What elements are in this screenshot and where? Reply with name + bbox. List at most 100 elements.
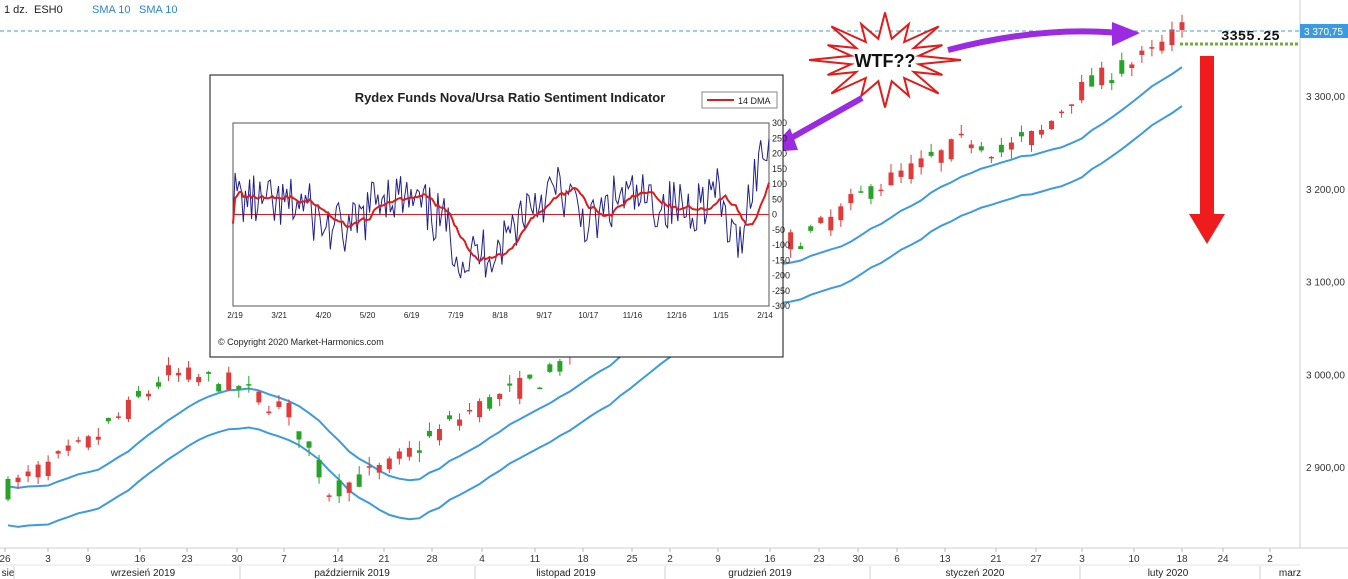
- candle-body: [888, 172, 894, 186]
- inset-xtick-label: 10/17: [578, 311, 599, 320]
- candle-body: [1139, 50, 1145, 55]
- candle-body: [808, 226, 814, 231]
- day-tick-label: 18: [1176, 554, 1188, 565]
- candle-body: [938, 150, 944, 163]
- day-tick-label: 21: [378, 554, 390, 565]
- candle-body: [95, 436, 101, 440]
- candle-body: [216, 384, 222, 392]
- candle-body: [416, 450, 422, 453]
- candle-body: [1169, 29, 1175, 46]
- sma-legend-2[interactable]: SMA 10: [139, 4, 178, 16]
- candle-body: [928, 151, 934, 156]
- candle-body: [1059, 111, 1065, 114]
- inset-xtick-label: 6/19: [404, 311, 420, 320]
- candle-body: [858, 191, 864, 193]
- candle-body: [286, 402, 292, 418]
- candle-body: [75, 440, 81, 442]
- inset-ytick-label: -200: [772, 271, 790, 281]
- candle-body: [497, 393, 503, 400]
- sma-line-lower: [7, 105, 1183, 528]
- day-tick-label: 16: [134, 554, 146, 565]
- symbol-label[interactable]: ESH0: [34, 4, 63, 16]
- candle-body: [557, 361, 563, 372]
- day-tick-label: 7: [281, 554, 287, 565]
- inset-xtick-label: 7/19: [448, 311, 464, 320]
- candle-body: [135, 390, 141, 397]
- candle-body: [1159, 41, 1165, 51]
- day-tick-label: 24: [1217, 554, 1229, 565]
- inset-xtick-label: 3/21: [271, 311, 287, 320]
- candle-body: [868, 186, 874, 199]
- day-tick-label: 25: [626, 554, 638, 565]
- candle-body: [838, 206, 844, 221]
- inset-ytick-label: 100: [772, 179, 787, 189]
- red-arrow-shaft: [1200, 56, 1214, 216]
- inset-xtick-label: 9/17: [536, 311, 552, 320]
- day-tick-label: 23: [181, 554, 193, 565]
- candle-body: [1089, 75, 1095, 87]
- day-tick-label: 3: [1079, 554, 1085, 565]
- candle-body: [517, 377, 523, 399]
- candle-body: [396, 451, 402, 459]
- candle-body: [35, 464, 41, 478]
- candle-body: [958, 133, 964, 136]
- inset-xtick-label: 4/20: [316, 311, 332, 320]
- inset-ytick-label: 250: [772, 133, 787, 143]
- purple-arrow-left: [782, 95, 864, 145]
- last-price-value: 3 370,75: [1304, 27, 1343, 38]
- candle-body: [426, 430, 432, 437]
- candle-body: [85, 436, 91, 448]
- day-tick-label: 27: [1030, 554, 1042, 565]
- candle-body: [798, 246, 804, 250]
- candle-body: [15, 477, 21, 483]
- candle-body: [1179, 22, 1185, 30]
- day-tick-label: 26: [0, 554, 11, 565]
- day-tick-label: 2: [667, 554, 673, 565]
- day-tick-label: 28: [426, 554, 438, 565]
- candle-body: [366, 466, 372, 468]
- purple-arrow-top-head: [1112, 22, 1140, 46]
- inset-dma-line: [232, 182, 770, 263]
- candle-body: [316, 460, 322, 478]
- candle-body: [527, 374, 533, 379]
- candle-body: [948, 139, 954, 160]
- candle-body: [828, 216, 834, 231]
- candle-body: [988, 156, 994, 159]
- candle-body: [156, 382, 162, 387]
- candle-body: [1079, 81, 1085, 101]
- candle-body: [818, 217, 824, 223]
- candle-body: [105, 418, 111, 422]
- candle-body: [537, 387, 543, 390]
- candle-body: [477, 401, 483, 418]
- candle-body: [206, 372, 212, 374]
- red-arrow-head: [1189, 214, 1225, 244]
- price-tick-label: 3 000,00: [1306, 370, 1345, 381]
- inset-ytick-label: -150: [772, 255, 790, 265]
- day-tick-label: 30: [852, 554, 864, 565]
- candle-body: [1149, 47, 1155, 49]
- inset-legend-box: [701, 91, 778, 109]
- candle-body: [246, 384, 252, 386]
- month-label: listopad 2019: [536, 568, 596, 579]
- inset-xtick-label: 8/18: [492, 311, 508, 320]
- candle-body: [487, 397, 493, 409]
- sma-legend-1[interactable]: SMA 10: [92, 4, 131, 16]
- candle-body: [356, 474, 362, 487]
- day-tick-label: 10: [1128, 554, 1140, 565]
- candle-body: [266, 411, 272, 414]
- day-tick-label: 2: [1267, 554, 1273, 565]
- inset-ytick-label: 300: [772, 118, 787, 128]
- candle-body: [1099, 67, 1105, 86]
- candle-body: [386, 458, 392, 470]
- inset-ytick-label: 200: [772, 149, 787, 159]
- candle-body: [878, 189, 884, 192]
- candle-body: [507, 383, 513, 386]
- day-tick-label: 30: [231, 554, 243, 565]
- candle-body: [55, 451, 61, 454]
- candle-body: [998, 144, 1004, 153]
- interval-label[interactable]: 1 dz.: [4, 4, 28, 16]
- day-tick-label: 6: [894, 554, 900, 565]
- candle-body: [125, 399, 131, 419]
